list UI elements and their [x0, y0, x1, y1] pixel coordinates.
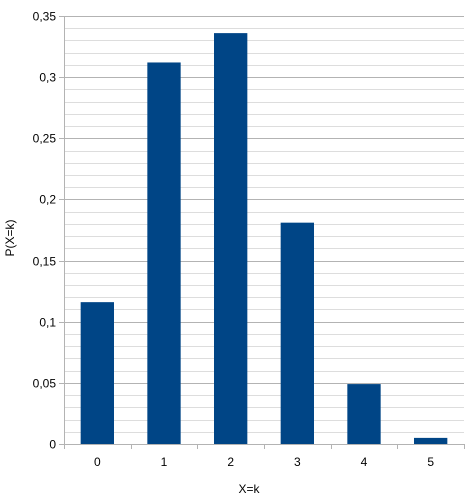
y-tick-labels: 0 0,05 0,1 0,15 0,2 0,25 0,3 0,35	[33, 10, 57, 452]
x-tick-label: 0	[94, 455, 101, 469]
y-tick-label: 0,05	[33, 377, 57, 391]
minor-gridlines	[64, 28, 464, 433]
x-tick-label: 3	[294, 455, 301, 469]
x-tick-labels: 0 1 2 3 4 5	[94, 455, 434, 469]
x-tick-label: 5	[427, 455, 434, 469]
y-tick-label: 0,1	[39, 316, 56, 330]
bar	[347, 384, 381, 444]
x-tick-label: 1	[161, 455, 168, 469]
bar	[414, 437, 448, 444]
bar	[80, 302, 114, 444]
bar	[280, 222, 314, 444]
y-tick-label: 0,15	[33, 255, 57, 269]
y-tick-label: 0,35	[33, 10, 57, 24]
y-tick-label: 0,3	[39, 71, 56, 85]
x-tick-label: 4	[361, 455, 368, 469]
x-tick-label: 2	[227, 455, 234, 469]
axes	[64, 16, 465, 449]
bar	[147, 62, 181, 445]
y-axis-title: P(X=k)	[3, 219, 17, 256]
x-axis-title: X=k	[238, 482, 260, 496]
y-tick-label: 0,25	[33, 132, 57, 146]
y-tick-label: 0,2	[39, 193, 56, 207]
bar	[214, 33, 248, 445]
y-tick-label: 0	[49, 438, 56, 452]
major-gridlines	[59, 16, 464, 445]
bars	[80, 33, 448, 445]
